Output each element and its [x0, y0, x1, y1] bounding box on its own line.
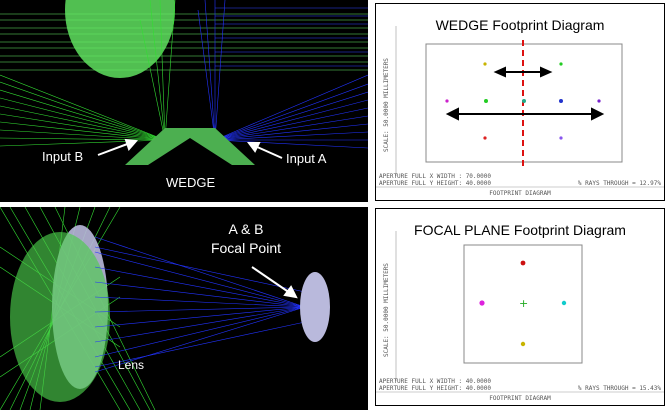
wedge-footprint-panel: WEDGE Footprint Diagram SCALE: 50.0000 M…: [375, 3, 665, 201]
input-b-label: Input B: [42, 149, 84, 164]
focal-dot: [561, 300, 567, 306]
footprint-dot: [559, 99, 563, 103]
focal-dot: [520, 341, 526, 347]
focal-footprint-panel: FOCAL PLANE Footprint Diagram + SCALE: 5…: [375, 208, 665, 406]
lens-label: Lens: [118, 358, 145, 372]
input-a-label: Input A: [286, 151, 327, 166]
aperture-x-label: APERTURE FULL X WIDTH : 40.0000: [379, 378, 491, 385]
input-arrows: [97, 138, 283, 159]
footprint-dot: [597, 99, 601, 103]
focal-point-label-line2: Focal Point: [210, 240, 282, 256]
focal-dot: [479, 300, 485, 306]
rays-through-label: % RAYS THROUGH = 12.97%: [577, 180, 661, 187]
wedge-label: WEDGE: [166, 175, 216, 190]
focal-point-disk: [300, 272, 330, 342]
focal-point-arrow: [251, 266, 298, 299]
footprint-dot: [445, 99, 449, 103]
focal-dot: [520, 260, 526, 266]
green-beam-shape: [10, 232, 110, 402]
wedge-shape: [125, 128, 255, 165]
rays-through-label: % RAYS THROUGH = 15.43%: [577, 385, 661, 392]
lens-raytrace-svg: [0, 207, 330, 410]
footprint-dot: [484, 99, 488, 103]
wedge-footprint-title: WEDGE Footprint Diagram: [435, 17, 605, 33]
focal-footprint-svg: +: [376, 231, 664, 393]
scale-label: SCALE: 50.0000 MILLIMETERS: [383, 263, 390, 357]
footprint-footer: FOOTPRINT DIAGRAM: [489, 190, 551, 197]
blue-fan-rays: [197, 0, 368, 149]
focal-footprint-title: FOCAL PLANE Footprint Diagram: [414, 222, 626, 238]
lens-raytrace-panel: A & B Focal Point Lens: [0, 207, 368, 410]
footprint-dot: [483, 62, 487, 66]
aperture-x-label: APERTURE FULL X WIDTH : 70.0000: [379, 173, 491, 180]
green-horizontal-rays: [0, 13, 368, 71]
footprint-dot: [559, 62, 563, 66]
focal-dot: +: [519, 297, 528, 310]
green-lens-shape: [65, 0, 175, 78]
wedge-raytrace-panel: Input B Input A WEDGE: [0, 0, 368, 202]
double-arrows: [445, 66, 605, 121]
focal-point-label-line1: A & B: [228, 221, 264, 237]
green-fan-rays: [0, 0, 176, 147]
aperture-rect: [463, 244, 583, 364]
aperture-y-label: APERTURE FULL Y HEIGHT: 40.0000: [379, 385, 491, 392]
blue-converging-rays: [94, 236, 306, 373]
footprint-dot: [522, 99, 526, 103]
scale-label: SCALE: 50.0000 MILLIMETERS: [383, 58, 390, 152]
wedge-raytrace-svg: [0, 0, 368, 165]
aperture-y-label: APERTURE FULL Y HEIGHT: 40.0000: [379, 180, 491, 187]
blue-horizontal-rays: [215, 7, 368, 67]
footprint-dot: [559, 136, 563, 140]
footprint-footer: FOOTPRINT DIAGRAM: [489, 395, 551, 402]
wedge-footprint-svg: [376, 26, 664, 188]
footprint-dot: [483, 136, 487, 140]
